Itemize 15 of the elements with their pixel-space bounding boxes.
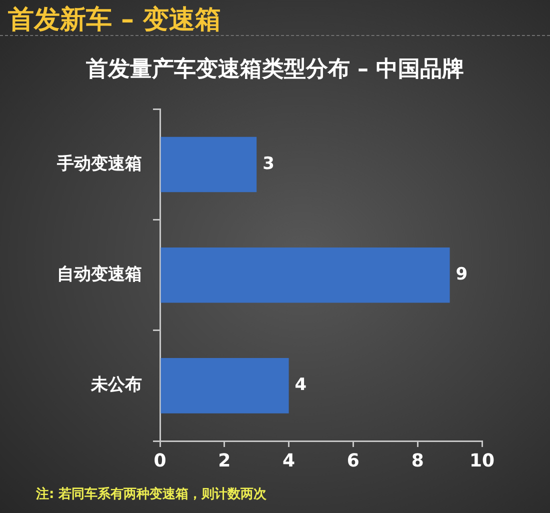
chart-title: 首发新车 – 变速箱 [8,5,222,35]
text: 注: 若同车系有两种变速箱，则计数两次 [36,487,267,503]
data-label: 3 [262,154,274,174]
x-tick-label: 10 [469,450,495,472]
x-tick-label: 8 [411,450,424,472]
x-tick-label: 0 [154,450,166,472]
x-tick-label: 2 [218,450,231,472]
x-tick-label: 4 [282,450,296,472]
chart-subtitle: 首发量产车变速箱类型分布 – 中国品牌 [84,56,466,84]
data-label: 9 [456,264,468,285]
data-label: 4 [294,375,307,396]
y-tick-label: 自动变速箱 [57,264,142,285]
y-tick-label: 手动变速箱 [56,154,142,174]
x-tick-label: 6 [346,450,360,472]
y-tick-label: 未公布 [90,375,142,396]
